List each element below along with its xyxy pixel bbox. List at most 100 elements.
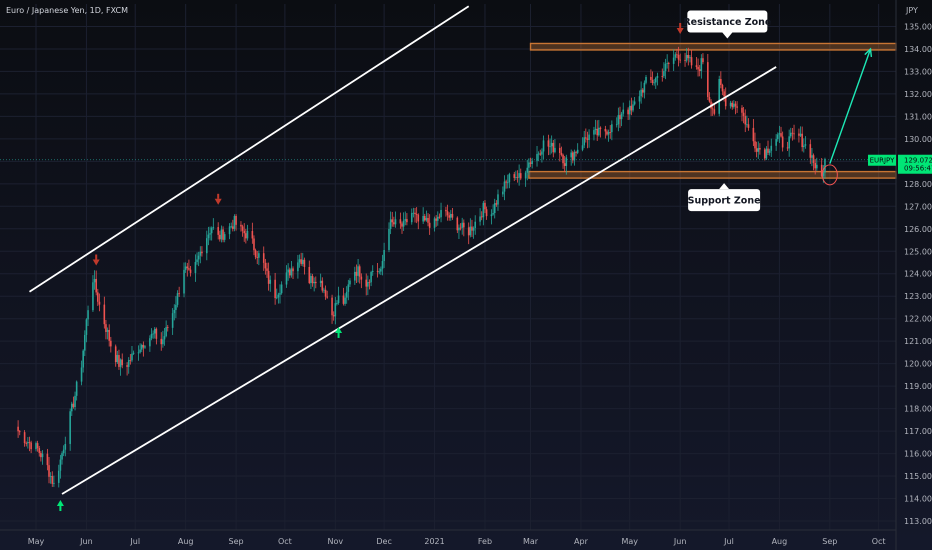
candle-body xyxy=(171,313,174,328)
candle-body xyxy=(319,280,322,284)
candle-body xyxy=(84,334,86,351)
current-price-label: 129.072 xyxy=(904,157,932,165)
candle-body xyxy=(41,453,44,458)
candle-body xyxy=(495,203,498,205)
candle-body xyxy=(38,447,41,453)
candle-body xyxy=(560,152,563,155)
candle-body xyxy=(241,226,244,231)
candle-body xyxy=(287,269,289,273)
candle-body xyxy=(92,282,94,311)
drawings: Resistance Zone Support Zone xyxy=(0,5,896,495)
candle-body xyxy=(720,79,722,85)
candle-body xyxy=(721,84,724,92)
candle-body xyxy=(630,105,633,111)
candle-body xyxy=(321,280,324,291)
candle-body xyxy=(519,173,522,179)
candle-body xyxy=(633,101,636,105)
candle-body xyxy=(558,147,561,153)
candles xyxy=(17,46,826,488)
candle-body xyxy=(246,231,249,239)
candle-body xyxy=(332,315,335,317)
candle-body xyxy=(292,268,294,272)
candle-body xyxy=(609,132,612,133)
candle-body xyxy=(793,133,795,135)
candle-body xyxy=(402,220,405,227)
candle-body xyxy=(451,213,454,218)
candle-body xyxy=(380,268,382,272)
down-arrow-stem xyxy=(679,22,682,28)
candle-body xyxy=(690,57,693,66)
candle-body xyxy=(799,133,802,136)
candle-body xyxy=(46,453,49,466)
countdown-label: 09:56:47 xyxy=(904,165,932,173)
candle-body xyxy=(664,63,667,71)
candle-body xyxy=(563,163,566,166)
candle-body xyxy=(562,154,564,164)
candle-body xyxy=(383,249,385,262)
up-arrow-icon xyxy=(56,500,64,507)
candle-body xyxy=(108,329,111,341)
candle-body xyxy=(801,133,803,148)
y-tick-label: 131.000 xyxy=(904,112,932,121)
callout-box xyxy=(688,189,761,212)
candle-body xyxy=(23,432,26,444)
candle-body xyxy=(149,338,151,347)
candle-body xyxy=(770,145,773,151)
candle-body xyxy=(492,213,494,215)
symbol-tag-box xyxy=(868,154,896,166)
candle-body xyxy=(139,349,141,353)
candle-body xyxy=(679,59,681,61)
candle-body xyxy=(80,367,83,382)
candle-body xyxy=(412,212,415,214)
candle-body xyxy=(593,130,595,135)
candle-body xyxy=(74,395,76,408)
candle-body xyxy=(298,259,301,263)
candle-body xyxy=(615,124,618,126)
candle-body xyxy=(371,270,374,273)
down-arrow-stem xyxy=(217,193,220,199)
candle-body xyxy=(131,353,133,361)
candle-body xyxy=(472,227,475,231)
x-tick-label: Sep xyxy=(229,537,244,546)
candle-body xyxy=(643,82,646,93)
candle-body xyxy=(178,293,180,295)
candle-body xyxy=(463,222,465,228)
y-tick-label: 124.000 xyxy=(904,270,932,279)
candle-body xyxy=(708,97,711,102)
candle-body xyxy=(747,124,750,128)
candle-body xyxy=(515,177,517,179)
y-tick-label: 115.000 xyxy=(904,472,932,481)
candle-body xyxy=(641,89,644,93)
candle-body xyxy=(69,411,71,444)
candle-body xyxy=(588,134,590,140)
candle-body xyxy=(528,162,530,168)
candle-body xyxy=(275,297,278,299)
candle-body xyxy=(53,482,55,484)
candle-body xyxy=(804,144,807,146)
candle-body xyxy=(394,219,397,225)
highlight-circle xyxy=(821,164,838,186)
candle-body xyxy=(752,127,755,142)
candle-body xyxy=(245,233,247,239)
y-tick-label: 133.000 xyxy=(904,67,932,76)
currency-unit-label: JPY xyxy=(905,6,918,15)
symbol-tag: EURJPY xyxy=(870,157,896,165)
channel-lower-trend-line xyxy=(61,66,777,495)
candle-body xyxy=(106,329,109,332)
candle-body xyxy=(547,140,550,147)
candle-body xyxy=(144,346,146,348)
candle-body xyxy=(222,229,224,240)
candle-body xyxy=(311,275,314,284)
candle-body xyxy=(129,360,132,361)
candle-body xyxy=(116,355,119,363)
x-tick-label: Jul xyxy=(723,537,734,546)
candle-body xyxy=(617,115,620,125)
candle-body xyxy=(85,319,88,335)
projection-arrow-line xyxy=(829,48,872,164)
candle-body xyxy=(212,227,215,228)
candle-body xyxy=(347,284,350,292)
candle-body xyxy=(759,148,761,150)
candle-body xyxy=(490,214,493,217)
